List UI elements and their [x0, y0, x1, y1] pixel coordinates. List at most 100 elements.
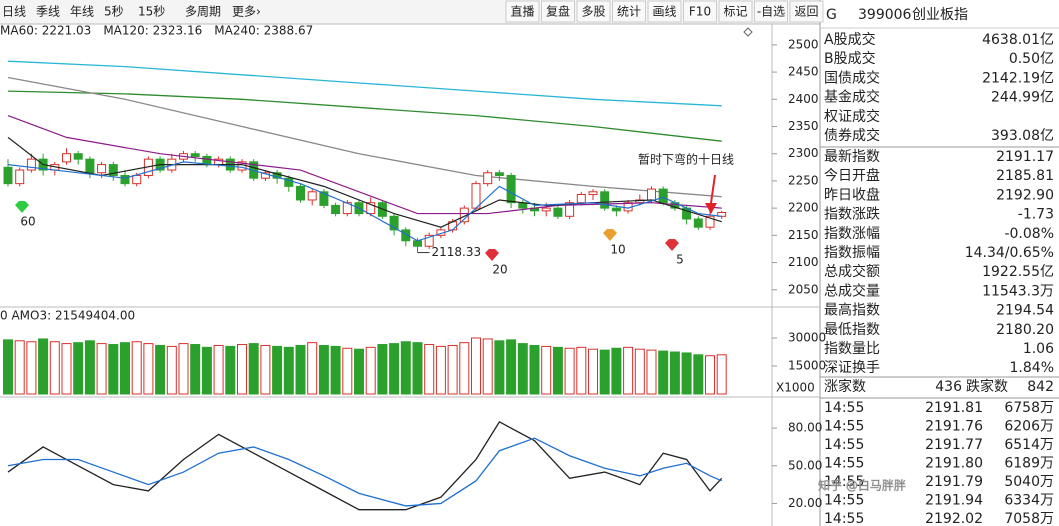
tick-price: 2191.77: [925, 437, 983, 453]
volume-bar: [588, 348, 598, 395]
volume-bar: [424, 344, 435, 395]
volume-bar: [213, 344, 224, 395]
volume-bar: [529, 344, 540, 395]
tick-price: 2191.79: [925, 474, 983, 490]
candle-body: [3, 166, 13, 185]
volume-bar: [716, 354, 727, 395]
candle-body: [565, 202, 575, 217]
row-value: 0.50亿: [1009, 51, 1054, 67]
button[interactable]: [647, 0, 682, 23]
candle-body: [658, 188, 668, 204]
tick-time: 14:55: [824, 474, 864, 490]
candle-body: [319, 191, 329, 206]
tick-time: 14:55: [824, 437, 864, 453]
line: [7, 136, 722, 228]
breadth: 842: [1027, 379, 1054, 395]
button-label[interactable]: 直播: [510, 5, 534, 19]
row-value: 393.08亿: [991, 128, 1054, 144]
y-tick-label: 2250: [788, 173, 819, 187]
volume-bar: [705, 355, 715, 395]
row-label: 总成交量: [824, 282, 880, 299]
volume-bar: [190, 344, 201, 395]
candle-body: [553, 207, 563, 217]
candle-body: [413, 240, 422, 247]
volume-bar: [237, 344, 247, 395]
legend-entry: MA60: 2221.03: [0, 24, 91, 38]
volume-bar: [318, 344, 329, 395]
candle-body: [97, 164, 107, 174]
y-tick-label: 2200: [788, 201, 819, 215]
code: 399006: [858, 7, 912, 23]
volume-bar: [693, 354, 704, 395]
button[interactable]: [541, 0, 575, 23]
button-label[interactable]: 标记: [723, 5, 747, 19]
volume-bar: [201, 346, 212, 395]
button[interactable]: [505, 0, 540, 23]
candle-body: [401, 229, 411, 242]
button-label[interactable]: 统计: [617, 5, 641, 19]
button[interactable]: [576, 0, 611, 23]
period-tab[interactable]: 日线: [2, 5, 26, 19]
row-value: 4638.01亿: [982, 32, 1054, 48]
tick-price: 2191.81: [925, 400, 983, 416]
candle-body: [647, 188, 656, 201]
y-tick-label: 2050: [788, 282, 819, 296]
candle-body: [366, 202, 376, 215]
button-label[interactable]: 画线: [652, 5, 676, 19]
period-tab[interactable]: 5秒: [104, 5, 124, 19]
candle-body: [611, 207, 621, 212]
volume-bar: [552, 346, 563, 395]
row-label: 总成交额: [824, 263, 880, 280]
candle-body: [132, 174, 142, 185]
volume-bar: [576, 346, 587, 395]
volume-bar: [681, 352, 692, 395]
button-label[interactable]: -自选: [757, 5, 785, 19]
candle-body: [693, 218, 703, 228]
row-label: 今日开盘: [824, 167, 880, 184]
volume-bar: [494, 340, 505, 395]
candle-body: [576, 194, 586, 204]
volume-bar: [166, 345, 177, 395]
volume-bar: [377, 344, 388, 395]
tick-volume: 6514万: [1004, 437, 1054, 453]
line: [7, 161, 722, 242]
tick-time: 14:55: [824, 419, 864, 435]
y-tick-label: 2100: [788, 255, 819, 269]
volume-bar: [658, 350, 669, 395]
button-label[interactable]: 多股: [581, 5, 605, 19]
period-tab[interactable]: 更多›: [232, 5, 261, 19]
annotation: 暂时下弯的十日线: [638, 152, 734, 167]
period-tab[interactable]: 年线: [70, 5, 94, 19]
volume-bar: [646, 349, 657, 395]
button-label[interactable]: 返回: [794, 5, 818, 19]
y-tick-label: 2150: [788, 228, 819, 242]
volume-bar: [599, 349, 610, 395]
volume-bar: [517, 343, 528, 395]
candle-body: [307, 191, 317, 201]
button[interactable]: [683, 0, 717, 23]
marker-icon: [665, 239, 679, 251]
row-value: 2192.90: [996, 187, 1054, 203]
line: [7, 60, 722, 107]
period-tab[interactable]: 15秒: [138, 5, 165, 19]
period-tab[interactable]: 多周期: [185, 5, 221, 19]
candle-body: [15, 169, 25, 185]
button[interactable]: [612, 0, 646, 23]
row-value: 2191.17: [996, 149, 1054, 165]
tick-price: 2192.02: [925, 511, 983, 526]
button-label[interactable]: 复盘: [546, 4, 570, 19]
button[interactable]: [718, 0, 753, 23]
row-label: 指数量比: [824, 341, 880, 357]
button[interactable]: [754, 0, 788, 23]
tick-price: 2191.94: [925, 493, 983, 509]
y-tick-label: 50.00: [788, 458, 822, 472]
volume-unit: X1000: [776, 381, 815, 395]
button-label[interactable]: F10: [689, 5, 711, 19]
candle-body: [600, 191, 610, 209]
button[interactable]: [789, 0, 824, 23]
volume-bar: [225, 345, 236, 395]
row-label: 债券成交: [824, 127, 880, 144]
volume-bar: [354, 348, 364, 395]
period-tab[interactable]: 季线: [36, 5, 60, 19]
